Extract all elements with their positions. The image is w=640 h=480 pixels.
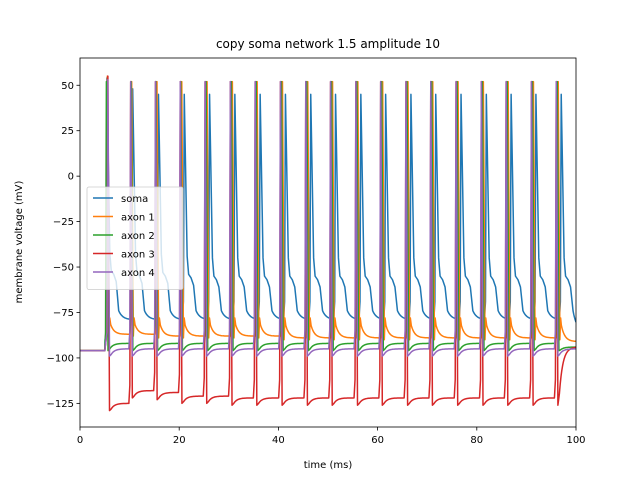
series-line-axon-3 [80,75,576,412]
y-tick-label: 50 [61,81,74,92]
series-layer [80,75,576,412]
y-tick-label: −25 [53,217,74,228]
y-tick-label: −75 [53,308,74,319]
y-tick-label: −125 [47,399,74,410]
legend-entry: axon 1 [121,213,155,224]
legend-entry: soma [121,194,148,205]
legend-box [86,186,184,290]
axes-frame [79,57,577,428]
legend: soma axon 1 axon 2 axon 3 axon 4 [86,186,184,290]
legend-entry: axon 3 [121,250,155,261]
legend-entry: axon 4 [121,268,155,279]
x-tick-label: 20 [173,435,186,446]
x-tick-label: 40 [272,435,285,446]
y-tick-label: −100 [47,353,74,364]
y-tick-label: 25 [61,126,74,137]
x-tick-label: 80 [470,435,483,446]
y-tick-label: −50 [53,263,74,274]
x-tick-label: 0 [77,435,83,446]
x-axis-label: time (ms) [304,460,353,471]
legend-entry: axon 2 [121,231,155,242]
series-line-axon-2 [80,80,576,352]
axes-layer: 0 20 40 60 80 100 −125 −100 −75 −50 −25 0 25 50 [47,57,586,446]
y-tick-label: 0 [68,172,74,183]
series-line-axon-4 [80,79,576,357]
y-axis-label: membrane voltage (mV) [14,180,25,303]
chart-title: copy soma network 1.5 amplitude 10 [216,37,440,51]
x-tick-label: 60 [371,435,384,446]
x-tick-label: 100 [566,435,585,446]
